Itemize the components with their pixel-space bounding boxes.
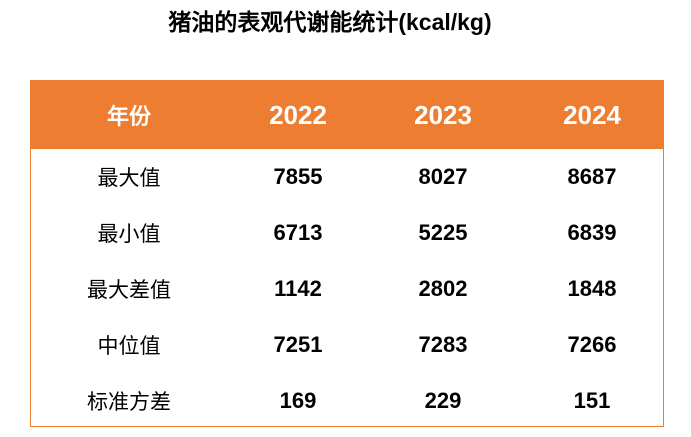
value-cell: 151	[573, 388, 611, 413]
table-row: 中位值 7251 7283 7266	[31, 317, 663, 373]
value-cell: 7266	[567, 332, 617, 357]
value-cell: 2802	[418, 276, 468, 301]
value-cell: 7283	[418, 332, 468, 357]
header-cell: 2022	[269, 99, 327, 130]
value-cell: 8687	[567, 164, 617, 189]
header-cell: 2023	[414, 99, 472, 130]
value-cell: 8027	[418, 164, 468, 189]
value-cell: 7251	[273, 332, 323, 357]
value-cell: 1848	[567, 276, 617, 301]
header-cell: 年份	[106, 104, 152, 129]
value-cell: 7855	[273, 164, 323, 189]
row-label: 最大差值	[87, 279, 171, 302]
table: 年份 2022 2023 2024 最大值 7855 8027 8687 最小值 6713 5225…	[30, 80, 664, 427]
table-row: 标准方差 169 229 151	[31, 373, 663, 429]
value-cell: 229	[424, 388, 462, 413]
row-label: 最小值	[97, 223, 161, 246]
row-label: 标准方差	[87, 391, 171, 414]
table-row: 最小值 6713 5225 6839	[31, 205, 663, 261]
value-cell: 1142	[274, 276, 322, 301]
value-cell: 5225	[418, 220, 468, 245]
table-row: 最大差值 1142 2802 1848	[31, 261, 663, 317]
table-row: 最大值 7855 8027 8687	[31, 149, 663, 205]
value-cell: 6713	[273, 220, 323, 245]
value-cell: 169	[279, 388, 317, 413]
title: 猪油的表观代谢能统计(kcal/kg)	[168, 9, 492, 35]
row-label: 中位值	[97, 335, 161, 358]
header-row: 年份 2022 2023 2024	[31, 81, 663, 149]
row-label: 最大值	[97, 167, 161, 190]
value-cell: 6839	[567, 220, 617, 245]
header-cell: 2024	[563, 99, 621, 130]
